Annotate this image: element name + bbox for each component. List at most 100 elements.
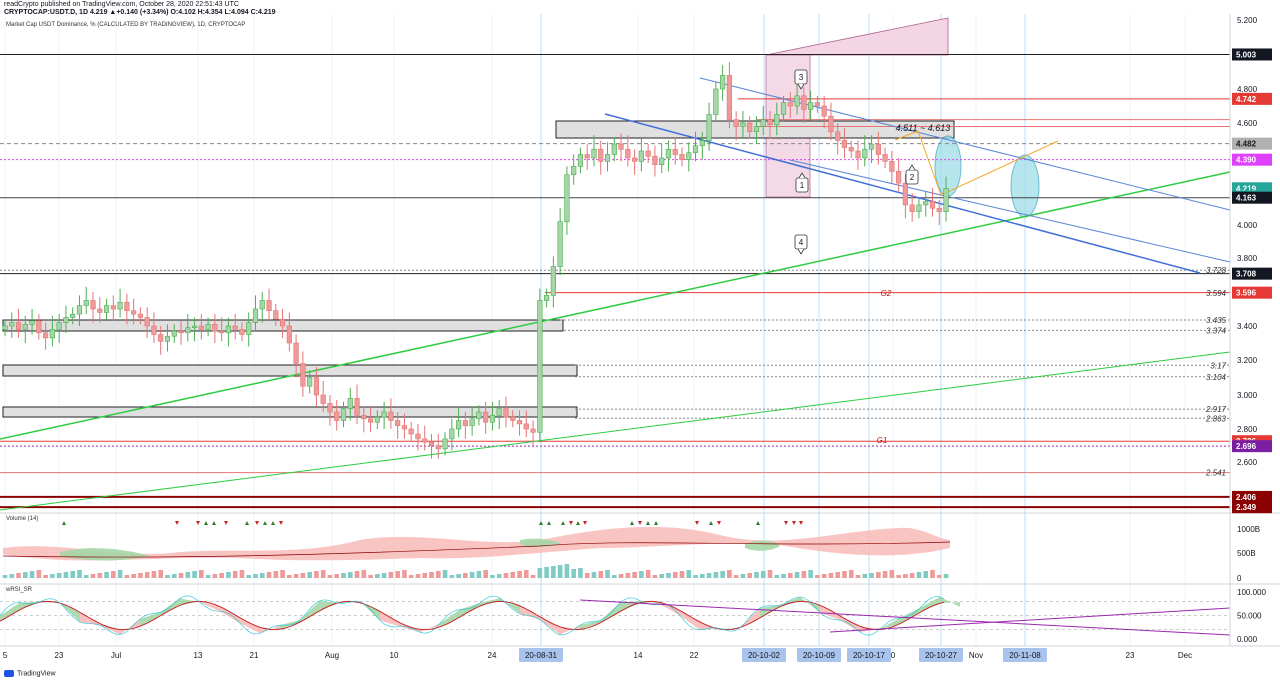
candle-body [131,310,137,315]
candle-body [665,148,672,159]
time-axis[interactable]: 5 23 Jul 13 21 Aug 10 24 14 22 0 Nov 23 Dec 20-08-31 20… [3,648,1192,662]
rsi-cloud [720,627,740,630]
volume-bar [314,571,319,578]
volume-up-marker [245,521,249,525]
volume-bar [530,575,536,578]
candle-body [462,420,468,426]
volume-bar [259,573,265,578]
volume-bar [936,575,942,578]
time-tick-label: 10 [390,651,399,660]
candle-body [347,398,353,409]
footer-brand[interactable]: TradingView [4,670,56,677]
candle-body [936,207,942,212]
volume-up-marker [271,521,275,525]
volume-bar [70,571,75,578]
volume-bar [368,575,373,578]
volume-bar [435,571,441,578]
tradingview-logo-icon [4,670,14,677]
volume-bar [808,570,813,578]
candle-body [632,157,638,162]
volume-bar [700,574,705,578]
volume-bar [266,572,272,578]
volume-bar [50,574,55,578]
price-badge-label: 2.349 [1236,503,1257,512]
volume-bar [56,573,62,578]
volume-bar [584,573,590,578]
price-badge [1232,48,1272,61]
highlight-date-label: 20-10-17 [853,651,886,660]
candle-body [110,305,116,310]
rsi-cloud [240,617,260,634]
callout-pointer [797,248,805,255]
candle-body [645,150,651,157]
volume-bar [612,575,617,578]
candle-body [679,154,685,160]
rsi-cloud [920,596,940,613]
candle-body [516,420,523,425]
volume-bar [605,570,610,578]
price-badge [1232,267,1272,280]
volume-bar [869,573,874,578]
volume-bar [889,570,895,578]
price-badge [1232,191,1272,204]
volume-bar [212,574,218,578]
candle-body [923,201,929,206]
volume-bar [341,573,346,578]
volume-bar [679,571,685,578]
volume-bar [469,572,475,578]
volume-bar [510,572,516,578]
volume-bar [490,575,495,578]
candle-body [875,143,881,155]
candle-body [692,145,699,154]
candle-body [550,266,556,296]
price-badges: 5.0034.7424.4824.3904.21901:08:194.1633.… [1232,48,1272,514]
price-axis[interactable]: 5.2004.8004.6004.4004.0003.8003.4003.200… [1237,16,1258,467]
volume-bar [442,570,448,578]
candle-body [124,301,130,312]
time-tick-label: 14 [634,651,643,660]
candle-body [171,330,177,337]
rsi-cloud [60,603,80,622]
candle-body [70,313,76,318]
candle-body [794,95,800,107]
price-tick-label: 3.000 [1237,391,1258,400]
candle-body [56,322,62,330]
volume-bar [415,574,421,578]
candle-body [652,155,658,165]
candle-body [151,325,157,335]
volume-pane[interactable] [2,521,951,578]
volume-bar [36,570,42,578]
volume-bar [801,571,807,578]
volume-up-marker [204,521,208,525]
volume-bar [537,568,543,578]
orange-projection-line [917,130,1059,196]
rsi-cloud [220,606,240,624]
volume-bar [77,570,82,578]
volume-bar [923,571,929,578]
candle-body [144,317,150,327]
price-tick-label: 4.600 [1237,119,1258,128]
volume-bar [16,573,21,578]
candle-body [455,420,462,430]
volume-axis-label: 1000B [1237,525,1260,534]
volume-bar [151,571,157,578]
rsi-cloud [420,623,440,633]
candle-body [604,154,611,162]
rsi-cloud [660,602,680,616]
candle-body [334,411,340,421]
candle-body [767,119,773,126]
rsi-axis-label: 100.000 [1237,588,1266,597]
rsi-pane[interactable] [0,595,1231,636]
candle-body [902,182,909,206]
volume-up-marker [654,521,658,525]
volume-up-marker [576,521,580,525]
candle-body [909,204,915,212]
volume-bar [97,573,103,578]
highlight-date-label: 20-10-02 [748,651,781,660]
candle-body [320,394,326,404]
level-label: 3.728 [1206,266,1227,275]
volume-bar [226,572,231,578]
